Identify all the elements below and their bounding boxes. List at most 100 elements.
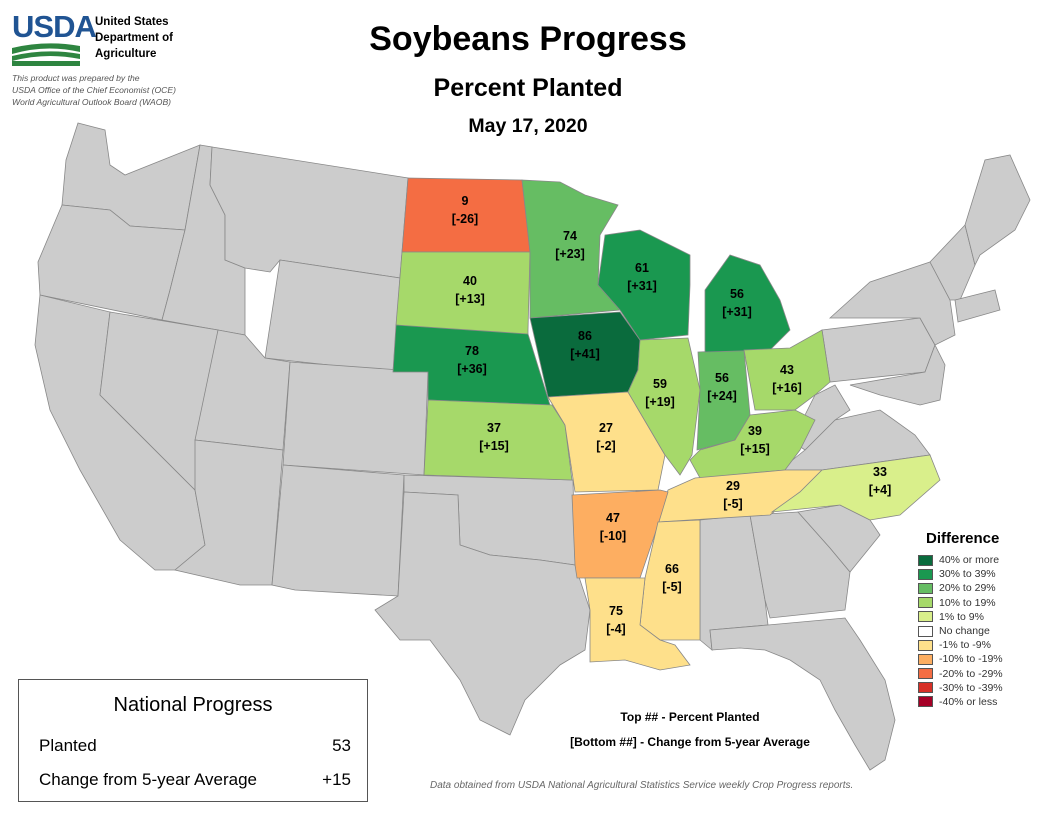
state-label-LA-planted: 75: [609, 604, 623, 618]
national-planted-row: Planted 53: [39, 736, 351, 756]
legend: Difference 40% or more 30% to 39% 20% to 2…: [918, 530, 1038, 709]
legend-item: 30% to 39%: [918, 567, 1038, 581]
prepared-by-credit: This product was prepared by the USDA Of…: [12, 73, 176, 107]
state-MI: [704, 254, 791, 353]
state-label-IA-planted: 86: [578, 329, 592, 343]
change-value: +15: [322, 770, 351, 789]
state-label-OH-planted: 43: [780, 363, 794, 377]
state-label-MI-change: [+31]: [722, 305, 752, 319]
state-label-OH-change: [+16]: [772, 381, 802, 395]
legend-swatch: [918, 597, 933, 609]
legend-label: 1% to 9%: [939, 610, 984, 623]
state-NY: [828, 261, 956, 346]
legend-item: -20% to -29%: [918, 667, 1038, 681]
state-WY: [264, 259, 401, 373]
legend-label: 40% or more: [939, 554, 1000, 567]
state-WI: [597, 229, 691, 341]
legend-swatch: [918, 639, 933, 651]
state-label-KY-change: [+15]: [740, 442, 770, 456]
state-label-KS-planted: 37: [487, 421, 501, 435]
state-label-MS-change: [-5]: [662, 580, 681, 594]
state-IL: [627, 337, 701, 476]
state-label-MN-change: [+23]: [555, 247, 585, 261]
legend-item: 40% or more: [918, 553, 1038, 567]
state-label-MI-planted: 56: [730, 287, 744, 301]
state-AZ: [174, 439, 284, 586]
state-label-KY-planted: 39: [748, 424, 762, 438]
label-key-top: Top ## - Percent Planted: [620, 710, 760, 724]
legend-item: 1% to 9%: [918, 610, 1038, 624]
state-label-WI-change: [+31]: [627, 279, 657, 293]
state-LA: [584, 577, 691, 671]
national-change-row: Change from 5-year Average +15: [39, 770, 351, 790]
state-label-NC-planted: 33: [873, 465, 887, 479]
legend-label: -20% to -29%: [939, 667, 1003, 680]
legend-swatch: [918, 611, 933, 623]
legend-item: -40% or less: [918, 695, 1038, 709]
legend-swatch: [918, 668, 933, 680]
state-label-NE-change: [+36]: [457, 362, 487, 376]
state-label-SD-change: [+13]: [455, 292, 485, 306]
state-VT-NH: [929, 224, 976, 301]
state-label-IN-planted: 56: [715, 371, 729, 385]
legend-swatch: [918, 554, 933, 566]
change-label: Change from 5-year Average: [39, 770, 257, 789]
state-labels: 9 [-26] 74 [+23] 40 [+13] 61 [+31] 56 [+31] 78 [+36…: [452, 194, 891, 636]
state-label-AR-planted: 47: [606, 511, 620, 525]
state-OH: [743, 329, 831, 411]
state-MA-CT-RI: [954, 289, 1001, 323]
state-label-TN-planted: 29: [726, 479, 740, 493]
state-AR: [571, 489, 669, 579]
state-label-MO-change: [-2]: [596, 439, 615, 453]
planted-value: 53: [332, 736, 351, 755]
state-label-KS-change: [+15]: [479, 439, 509, 453]
report-date: May 17, 2020: [468, 115, 588, 137]
state-label-SD-planted: 40: [463, 274, 477, 288]
label-key-bottom: [Bottom ##] - Change from 5-year Average: [570, 735, 810, 749]
legend-label: 30% to 39%: [939, 568, 996, 581]
legend-title: Difference: [926, 530, 1000, 547]
legend-item: -10% to -19%: [918, 652, 1038, 666]
map-title: Soybeans Progress: [369, 20, 687, 58]
state-MD: [849, 343, 946, 406]
state-label-IL-planted: 59: [653, 377, 667, 391]
national-progress-title: National Progress: [113, 694, 273, 716]
legend-label: 20% to 29%: [939, 582, 996, 595]
state-label-WI-planted: 61: [635, 261, 649, 275]
state-MT: [209, 146, 409, 279]
state-NM: [271, 464, 405, 597]
state-label-LA-change: [-4]: [606, 622, 625, 636]
state-NC: [770, 454, 941, 521]
national-progress-box: National Progress Planted 53 Change from…: [18, 679, 368, 802]
map-subtitle: Percent Planted: [433, 74, 623, 102]
legend-swatch: [918, 625, 933, 637]
state-label-MN-planted: 74: [563, 229, 577, 243]
legend-label: -10% to -19%: [939, 653, 1003, 666]
state-label-ND-change: [-26]: [452, 212, 478, 226]
legend-item: -1% to -9%: [918, 638, 1038, 652]
legend-swatch: [918, 696, 933, 708]
legend-swatch: [918, 653, 933, 665]
state-label-MS-planted: 66: [665, 562, 679, 576]
state-label-IN-change: [+24]: [707, 389, 737, 403]
state-label-NE-planted: 78: [465, 344, 479, 358]
legend-item: 10% to 19%: [918, 596, 1038, 610]
legend-label: 10% to 19%: [939, 596, 996, 609]
usda-logo: USDA: [12, 9, 97, 71]
state-label-IA-change: [+41]: [570, 347, 600, 361]
legend-swatch: [918, 682, 933, 694]
state-label-ND-planted: 9: [462, 194, 469, 208]
state-MN: [521, 179, 621, 319]
reporting-states: [392, 177, 941, 671]
state-label-AR-change: [-10]: [600, 529, 626, 543]
state-TX: [374, 491, 591, 736]
legend-label: -30% to -39%: [939, 681, 1003, 694]
state-label-MO-planted: 27: [599, 421, 613, 435]
legend-item: -30% to -39%: [918, 681, 1038, 695]
legend-label: -1% to -9%: [939, 639, 991, 652]
usda-logo-text: USDA: [12, 9, 97, 44]
legend-swatch: [918, 582, 933, 594]
state-CO: [282, 361, 429, 476]
legend-label: No change: [939, 625, 990, 638]
